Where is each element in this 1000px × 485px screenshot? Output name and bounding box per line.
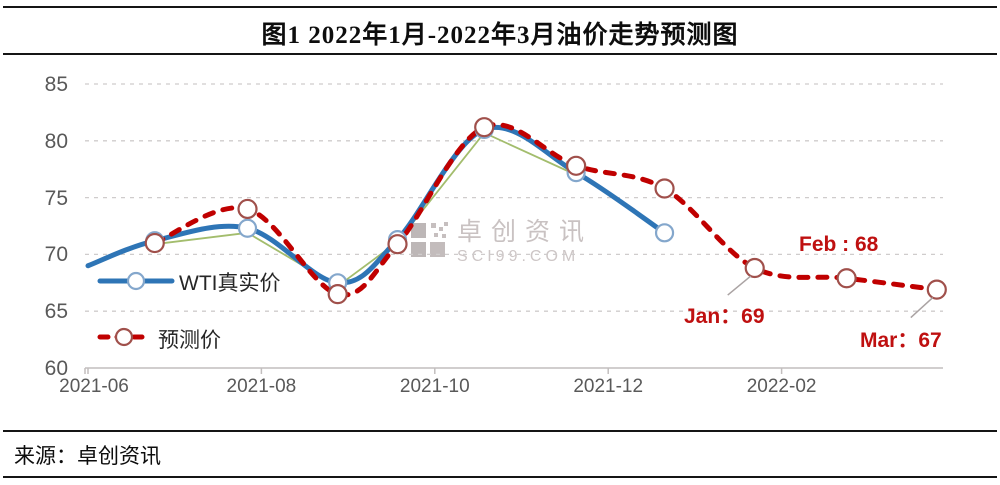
legend-marker-wti-actual <box>126 271 146 291</box>
forecast-point <box>327 284 348 305</box>
x-axis-label-2021-10: 2021-10 <box>399 376 470 397</box>
forecast-point <box>926 279 947 300</box>
source-text: 来源：卓创资讯 <box>14 444 161 468</box>
watermark-text: 卓创资讯 SCI99.COM <box>457 220 593 266</box>
forecast-point <box>474 117 495 138</box>
forecast-point <box>654 178 675 199</box>
annotation-feb: Feb : 68 <box>799 233 879 256</box>
chart-canvas <box>84 83 947 374</box>
forecast-point <box>744 257 765 279</box>
wti-actual-point <box>654 223 675 243</box>
forecast-markers <box>144 117 947 305</box>
y-axis-label-85: 85 <box>44 73 68 96</box>
figure-title: 图1 2022年1月-2022年3月油价走势预测图 <box>261 22 739 49</box>
y-axis-label-65: 65 <box>44 300 68 324</box>
sci99-logo-icon <box>411 222 448 257</box>
forecast-point <box>144 232 165 254</box>
forecast-point <box>566 155 587 176</box>
x-axis-label-2021-08: 2021-08 <box>226 376 297 397</box>
forecast-line <box>152 122 940 298</box>
y-axis-label-60: 60 <box>44 357 68 380</box>
annotation-leader-line <box>727 275 752 296</box>
annotation-mar: Mar：67 <box>860 329 942 352</box>
source-divider-line <box>3 430 997 432</box>
watermark-en: SCI99.COM <box>457 248 580 265</box>
annotation-leader-line <box>910 297 934 319</box>
y-axis-label-70: 70 <box>44 243 68 267</box>
wti-actual-markers <box>145 119 675 293</box>
legend-label-wti-actual: WTI真实价 <box>179 272 281 295</box>
forecast-point <box>836 268 857 289</box>
watermark: 卓创资讯 SCI99.COM <box>411 220 593 266</box>
wti-actual-line <box>85 125 668 286</box>
x-axis-label-2021-12: 2021-12 <box>573 376 644 397</box>
top-border-line <box>3 6 997 8</box>
x-axis-label-2021-06: 2021-06 <box>59 376 129 397</box>
y-axis-label-75: 75 <box>44 186 68 210</box>
trend-thin-line <box>153 131 578 288</box>
wti-actual-point <box>237 218 258 238</box>
annotation-jan: Jan：69 <box>684 305 765 328</box>
forecast-point <box>237 198 258 220</box>
watermark-cn: 卓创资讯 <box>457 218 594 246</box>
y-axis-label-80: 80 <box>44 129 68 153</box>
legend-label-forecast: 预测价 <box>158 329 221 352</box>
legend-marker-forecast <box>114 327 134 347</box>
x-axis-label-2022-02: 2022-02 <box>746 376 817 397</box>
bottom-border-line <box>3 476 997 478</box>
title-underline <box>3 53 997 55</box>
forecast-point <box>387 234 408 255</box>
